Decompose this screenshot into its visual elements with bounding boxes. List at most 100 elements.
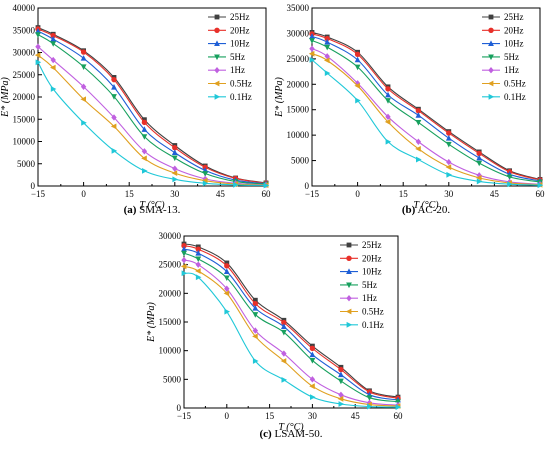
data-point [324, 44, 331, 51]
y-tick-label: 25000 [159, 260, 182, 270]
data-point [309, 345, 316, 352]
legend-entry: 5Hz [208, 52, 245, 62]
data-point [181, 270, 188, 277]
legend-entry: 5Hz [340, 280, 377, 290]
data-point [354, 64, 361, 71]
legend-label: 0.1Hz [504, 92, 526, 102]
data-point [476, 160, 483, 167]
data-point [280, 358, 287, 364]
data-point [80, 55, 87, 61]
legend-entry: 10Hz [482, 39, 524, 49]
data-point [324, 38, 331, 45]
series-0.1Hz [309, 56, 544, 189]
legend-marker [488, 54, 494, 61]
data-point [171, 149, 178, 156]
data-point [324, 57, 330, 64]
legend-marker [214, 93, 221, 100]
legend-label: 1Hz [504, 65, 519, 75]
y-tick-label: 30000 [287, 28, 310, 38]
data-point [202, 180, 209, 187]
panel-ac20: −15 0 15 30 45 600500010000150002000025000300… [274, 3, 545, 216]
data-point [385, 91, 391, 98]
data-point [141, 134, 148, 140]
data-point [537, 182, 544, 189]
data-point [415, 108, 422, 114]
panel-caption: (a) SMA-13. [124, 204, 181, 216]
x-tick-label: 30 [170, 189, 180, 199]
legend-marker [488, 40, 494, 46]
data-point [223, 268, 230, 274]
data-point [223, 275, 230, 282]
data-point [195, 256, 202, 263]
panel-caption: (c) LSAM-50. [260, 428, 323, 440]
panel-lsam50: −15 0 15 30 45 600500010000150002000025000300… [146, 231, 403, 440]
legend-label: 20Hz [362, 253, 382, 263]
data-point [281, 350, 287, 357]
data-point [35, 32, 41, 38]
y-tick-label: 10000 [159, 346, 182, 356]
x-axis-label: T (°C) [413, 200, 439, 211]
y-axis-label: E* (MPa) [0, 76, 11, 117]
data-point [476, 174, 482, 181]
data-point [416, 156, 422, 163]
data-point [338, 401, 345, 407]
data-point [50, 86, 57, 92]
legend-entry: 20Hz [482, 25, 524, 35]
data-point [309, 383, 315, 390]
legend-entry: 0.5Hz [208, 79, 252, 89]
data-point [142, 167, 148, 174]
y-tick-label: 15000 [287, 105, 310, 115]
legend-entry: 25Hz [482, 12, 524, 22]
legend-label: 1Hz [362, 293, 377, 303]
x-tick-label: 45 [216, 189, 226, 199]
data-point [280, 329, 287, 336]
data-point [308, 50, 315, 57]
data-point [181, 250, 187, 257]
data-point [324, 35, 330, 42]
data-point [338, 371, 344, 378]
series-5Hz [181, 250, 401, 405]
data-point [195, 268, 201, 274]
data-point [252, 358, 259, 364]
data-point [34, 52, 41, 59]
x-tick-label: 30 [444, 189, 454, 199]
y-tick-label: 5000 [163, 374, 182, 384]
legend-marker [214, 14, 220, 20]
y-tick-label: 10000 [287, 130, 310, 140]
data-point [172, 145, 178, 151]
y-tick-label: 20000 [287, 79, 310, 89]
series-0.5Hz [34, 52, 269, 189]
data-point [50, 56, 56, 64]
y-axis-label: E* (MPa) [274, 76, 285, 117]
series-0.1Hz [35, 59, 270, 189]
legend-label: 25Hz [230, 12, 250, 22]
legend-marker [346, 321, 353, 328]
data-point [415, 120, 422, 126]
legend-entry: 25Hz [340, 240, 382, 250]
legend-entry: 0.1Hz [208, 92, 252, 102]
data-point [309, 33, 315, 39]
legend-label: 5Hz [230, 52, 245, 62]
y-tick-label: 0 [31, 181, 36, 191]
legend-marker [346, 295, 352, 302]
data-point [506, 174, 513, 181]
legend-marker [214, 27, 220, 33]
data-point [445, 141, 452, 148]
data-point [50, 64, 56, 71]
series-20Hz [35, 26, 269, 186]
legend-entry: 0.5Hz [340, 307, 384, 317]
data-point [354, 51, 361, 57]
data-point [252, 297, 258, 303]
x-tick-label: 30 [308, 411, 318, 421]
x-tick-label: 60 [394, 411, 404, 421]
data-point [224, 285, 230, 292]
legend-marker [214, 67, 220, 74]
data-point [80, 64, 87, 70]
data-point [252, 300, 259, 307]
legend-label: 20Hz [504, 25, 524, 35]
data-point [171, 155, 178, 162]
data-point [385, 86, 391, 92]
y-tick-label: 10000 [13, 137, 36, 147]
data-point [395, 404, 402, 411]
data-point [415, 112, 422, 118]
